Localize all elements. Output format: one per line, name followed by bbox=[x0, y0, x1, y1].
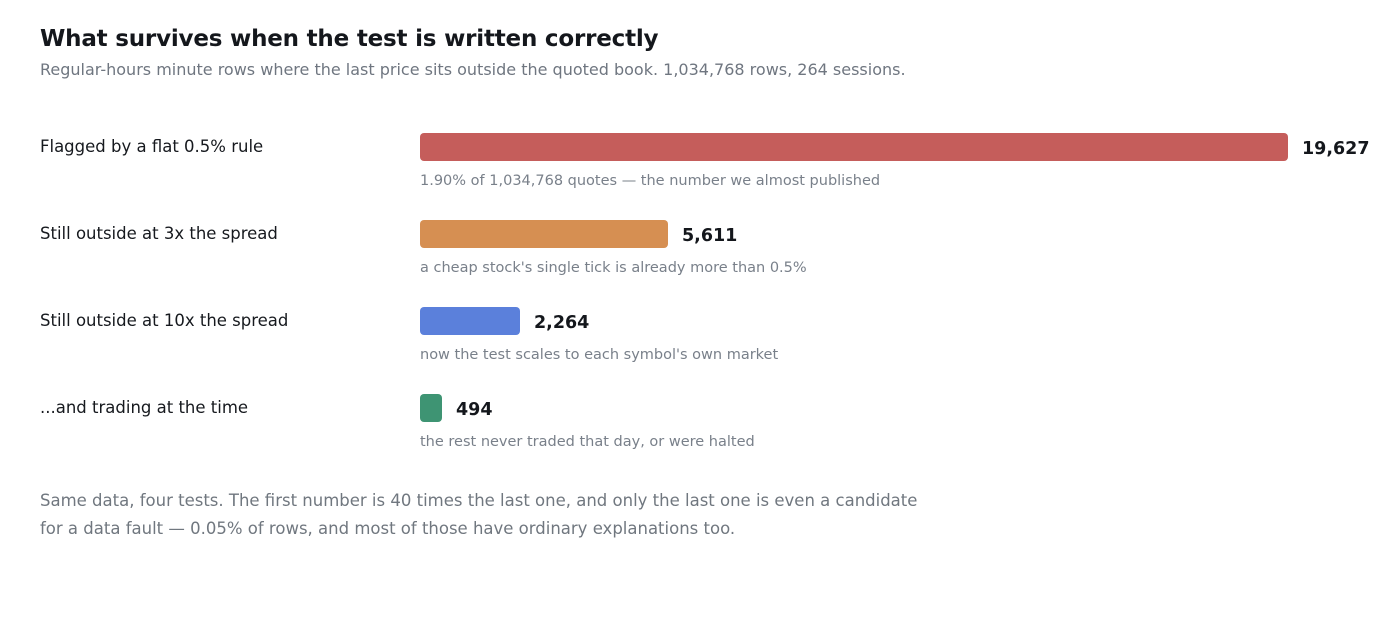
value-label-trading: 494 bbox=[456, 400, 493, 420]
bar-spread-10x bbox=[420, 307, 520, 335]
bar-row-trading: ...and trading at the time 494 the rest … bbox=[40, 394, 1370, 474]
annotation-spread-10x: now the test scales to each symbol's own… bbox=[420, 347, 779, 363]
annotation-trading: the rest never traded that day, or were … bbox=[420, 434, 755, 450]
bar-flat-rule bbox=[420, 133, 1288, 161]
page-title: What survives when the test is written c… bbox=[40, 26, 659, 52]
footnote-line-1: Same data, four tests. The first number … bbox=[40, 491, 918, 510]
value-label-spread-3x: 5,611 bbox=[682, 226, 738, 246]
value-label-flat-rule: 19,627 bbox=[1302, 139, 1370, 159]
bar-label-trading: ...and trading at the time bbox=[40, 398, 249, 417]
bar-row-spread-10x: Still outside at 10x the spread 2,264 no… bbox=[40, 307, 1370, 387]
bar-row-flat-rule: Flagged by a flat 0.5% rule 19,627 1.90%… bbox=[40, 133, 1370, 213]
bar-label-spread-10x: Still outside at 10x the spread bbox=[40, 311, 289, 330]
footnote: Same data, four tests. The first number … bbox=[40, 487, 918, 543]
bar-label-spread-3x: Still outside at 3x the spread bbox=[40, 224, 278, 243]
bar-label-flat-rule: Flagged by a flat 0.5% rule bbox=[40, 137, 264, 156]
bar-chart: Flagged by a flat 0.5% rule 19,627 1.90%… bbox=[40, 133, 1370, 467]
page-subtitle: Regular-hours minute rows where the last… bbox=[40, 60, 906, 79]
annotation-flat-rule: 1.90% of 1,034,768 quotes — the number w… bbox=[420, 173, 881, 189]
value-label-spread-10x: 2,264 bbox=[534, 313, 590, 333]
bar-row-spread-3x: Still outside at 3x the spread 5,611 a c… bbox=[40, 220, 1370, 300]
bar-spread-3x bbox=[420, 220, 668, 248]
chart-panel: What survives when the test is written c… bbox=[40, 24, 1370, 467]
annotation-spread-3x: a cheap stock's single tick is already m… bbox=[420, 260, 807, 276]
bar-trading bbox=[420, 394, 442, 422]
footnote-line-2: for a data fault — 0.05% of rows, and mo… bbox=[40, 519, 736, 538]
